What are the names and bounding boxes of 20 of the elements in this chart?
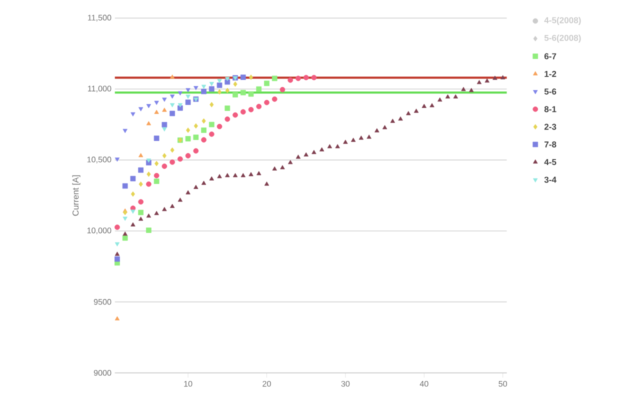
legend-label: 1-2 <box>544 70 556 77</box>
legend-label: 8-1 <box>544 106 556 112</box>
y-tick-label: 10,000 <box>87 228 112 234</box>
y-tick-label: 9500 <box>94 299 112 305</box>
y-tick-label: 10,500 <box>87 156 112 164</box>
y-tick-label: 11,000 <box>88 86 112 92</box>
y-axis-title: Current [A] <box>72 175 80 216</box>
y-tick-label: 9000 <box>94 370 112 376</box>
legend-label: 6-7 <box>544 53 556 60</box>
x-tick-label: 30 <box>341 380 350 387</box>
legend-label: 7-8 <box>544 141 556 148</box>
legend-label: 4-5 <box>544 159 556 166</box>
legend-label: 5-6 <box>544 88 556 95</box>
x-tick-label: 10 <box>184 380 192 387</box>
x-tick-label: 50 <box>498 380 507 387</box>
legend-label: 2-3 <box>544 124 556 130</box>
x-tick-label: 40 <box>420 380 428 387</box>
legend-label: 3-4 <box>544 176 556 183</box>
x-tick-label: 20 <box>262 380 271 387</box>
y-tick-label: 11,500 <box>88 14 112 22</box>
